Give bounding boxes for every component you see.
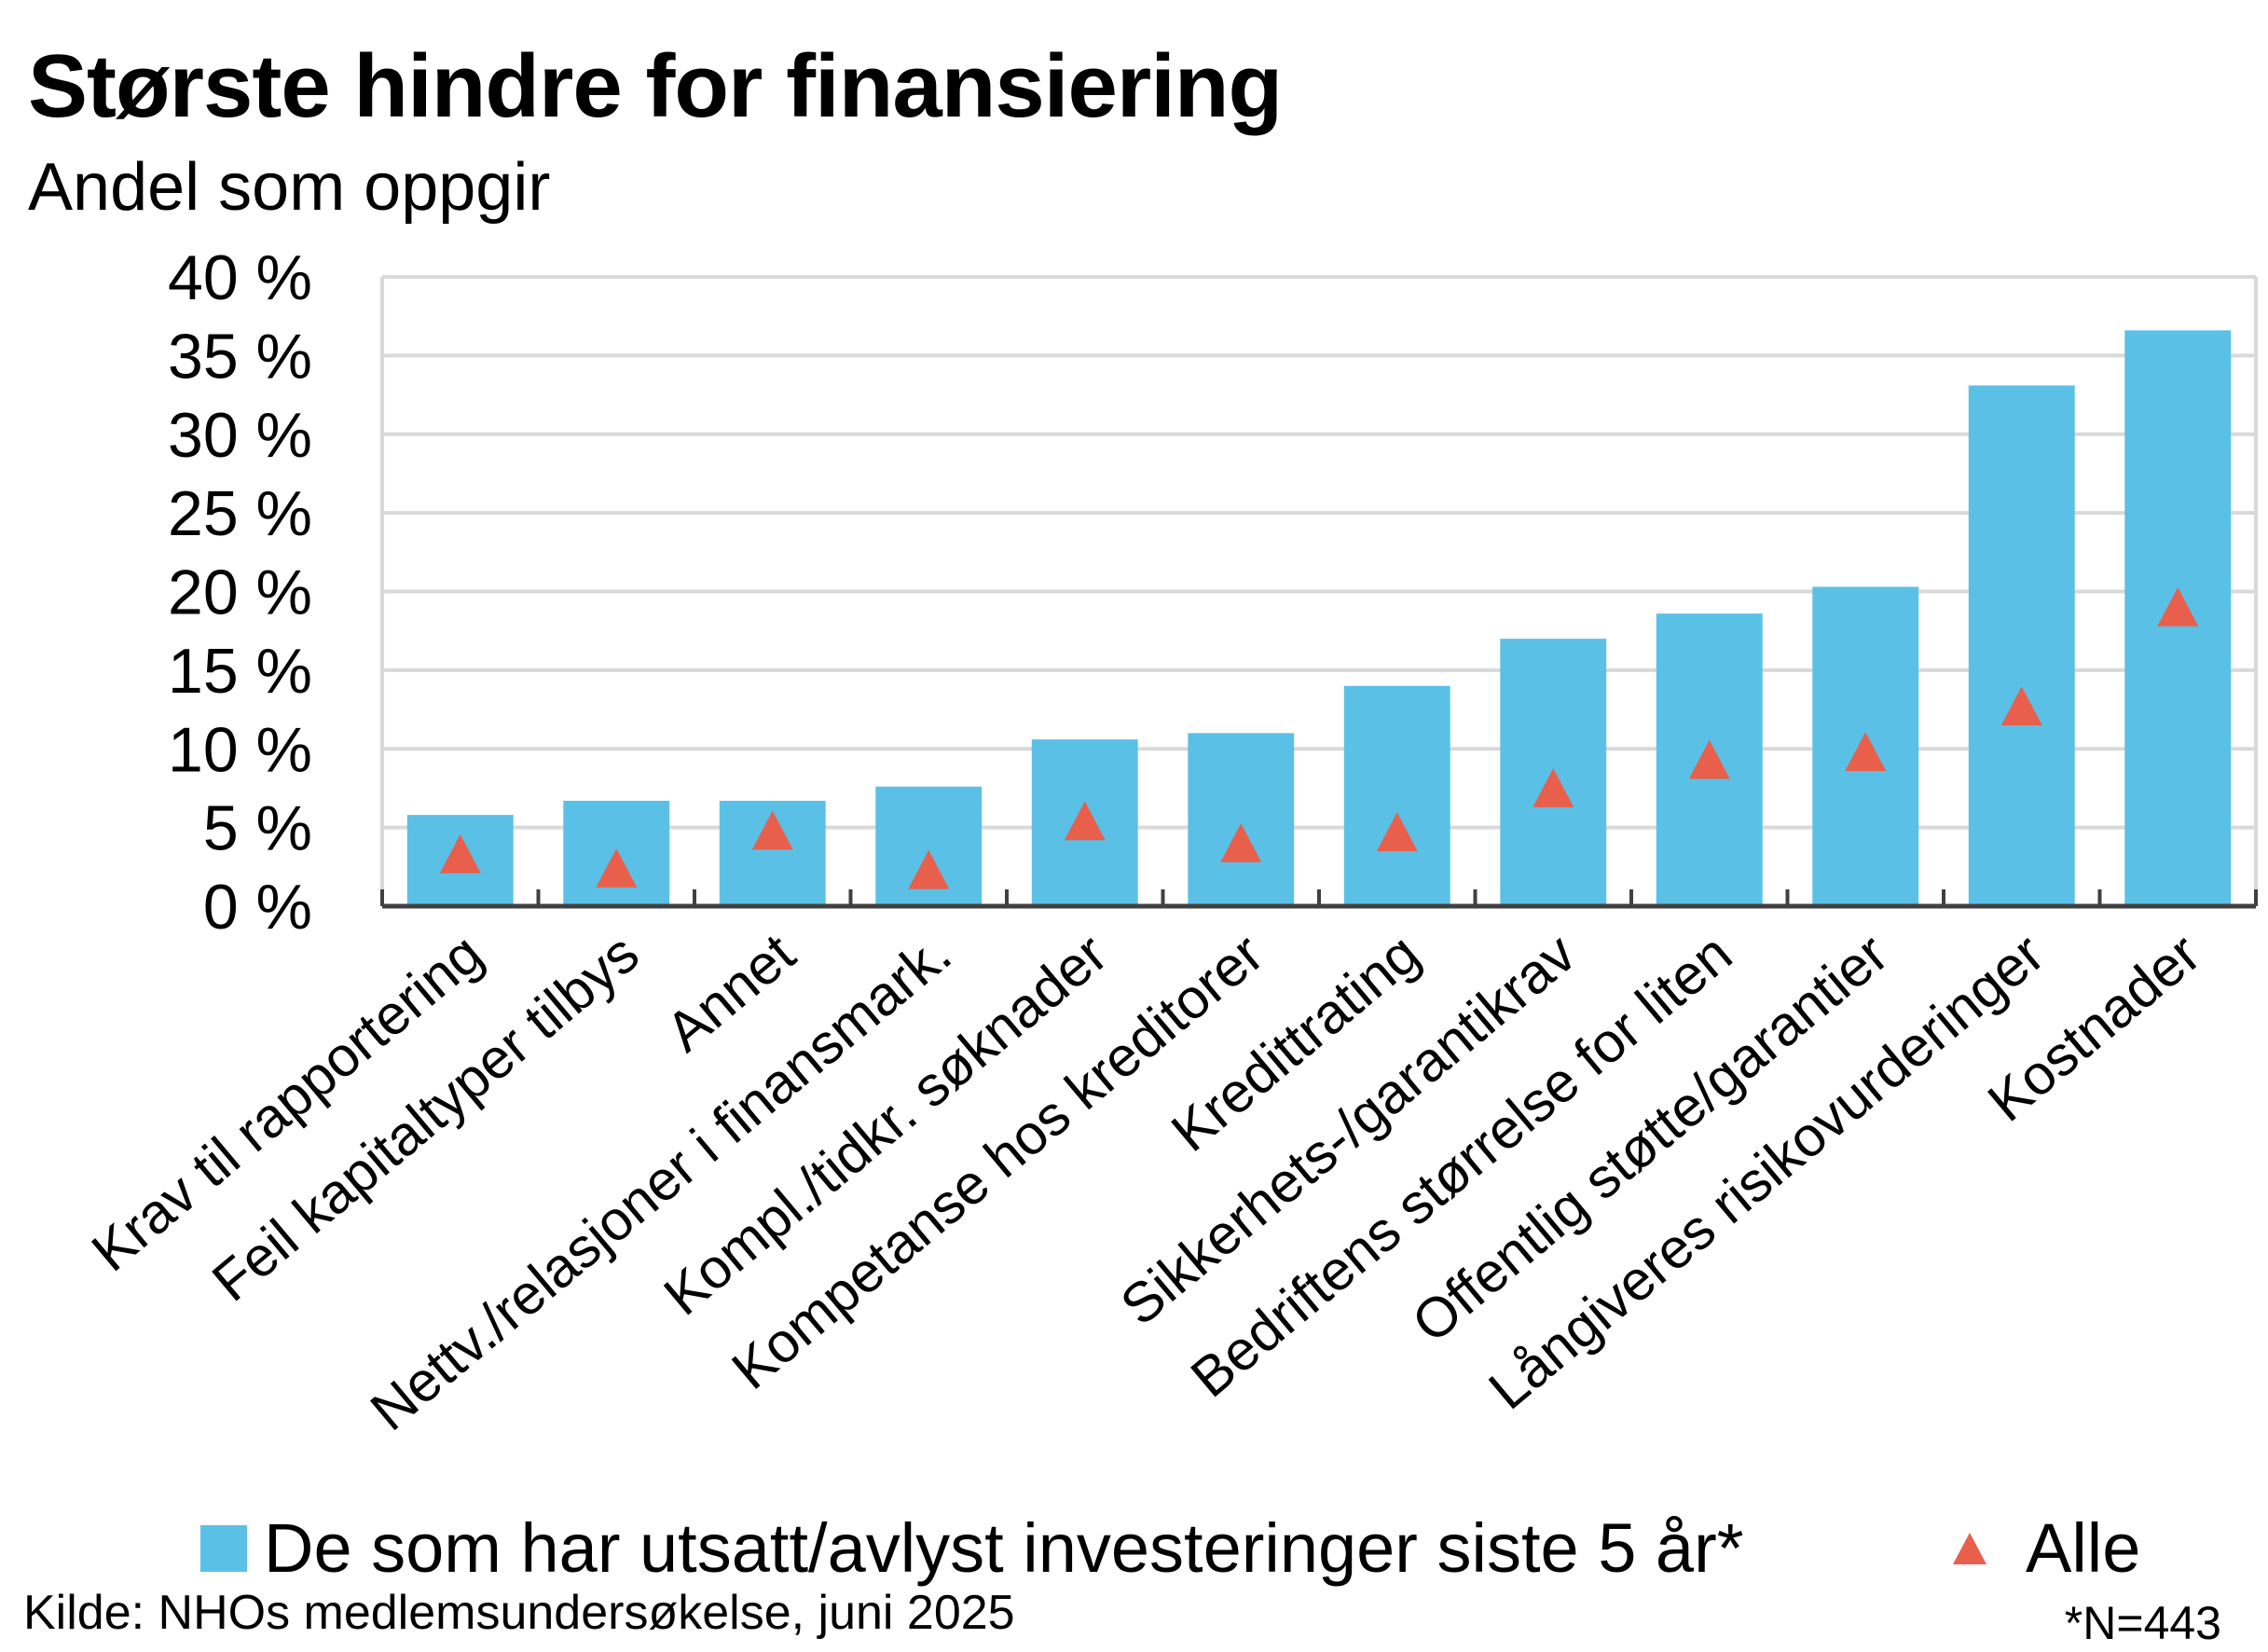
grid-lines xyxy=(380,275,2258,906)
y-tick-label: 15 % xyxy=(168,636,312,707)
y-tick-label: 5 % xyxy=(203,793,312,864)
sample-size-note: *N=443 xyxy=(2064,1597,2221,1649)
marker-triangle xyxy=(751,810,793,850)
legend-swatch-bar xyxy=(200,1524,247,1572)
marker-triangle xyxy=(596,848,638,888)
y-tick-label: 25 % xyxy=(168,478,312,549)
marker-triangle xyxy=(1064,801,1106,841)
marker-triangle xyxy=(439,833,481,874)
marker-triangle xyxy=(2157,586,2199,626)
source-note: Kilde: NHOs medlemsundersøkelse, juni 20… xyxy=(23,1586,1015,1640)
y-tick-label: 10 % xyxy=(168,714,312,785)
bar xyxy=(1968,385,2075,906)
marker-triangle xyxy=(1688,739,1730,779)
legend-triangle-icon xyxy=(1953,1532,1986,1564)
marker-triangle xyxy=(1845,732,1887,772)
chart-title: Største hindre for finansiering xyxy=(28,36,1283,136)
marker-triangle xyxy=(908,849,950,889)
legend-label-marker: Alle xyxy=(2026,1509,2141,1587)
legend-label-bar: De som har utsatt/avlyst investeringer s… xyxy=(264,1509,1744,1587)
y-tick-label: 35 % xyxy=(168,321,312,392)
y-axis-ticks: 0 % 5 % 10 %15 % 20 % 25 %30 % 35 % 40 % xyxy=(168,242,312,943)
legend-item-marker: Alle xyxy=(1953,1508,2140,1588)
marker-triangle xyxy=(1376,812,1418,852)
bars xyxy=(406,330,2232,906)
bar xyxy=(1188,733,1295,906)
marker-triangle xyxy=(1220,823,1262,862)
bar xyxy=(1343,685,1450,906)
x-axis xyxy=(380,889,2258,909)
markers xyxy=(439,586,2199,889)
marker-triangle xyxy=(1533,768,1574,807)
marker-triangle xyxy=(2000,686,2042,726)
legend-item-bar: De som har utsatt/avlyst investeringer s… xyxy=(200,1508,1744,1588)
y-tick-label: 40 % xyxy=(168,242,312,313)
y-tick-label: 20 % xyxy=(168,558,312,628)
y-tick-label: 0 % xyxy=(203,872,312,943)
y-tick-label: 30 % xyxy=(168,400,312,471)
chart-subtitle: Andel som oppgir xyxy=(28,150,551,225)
